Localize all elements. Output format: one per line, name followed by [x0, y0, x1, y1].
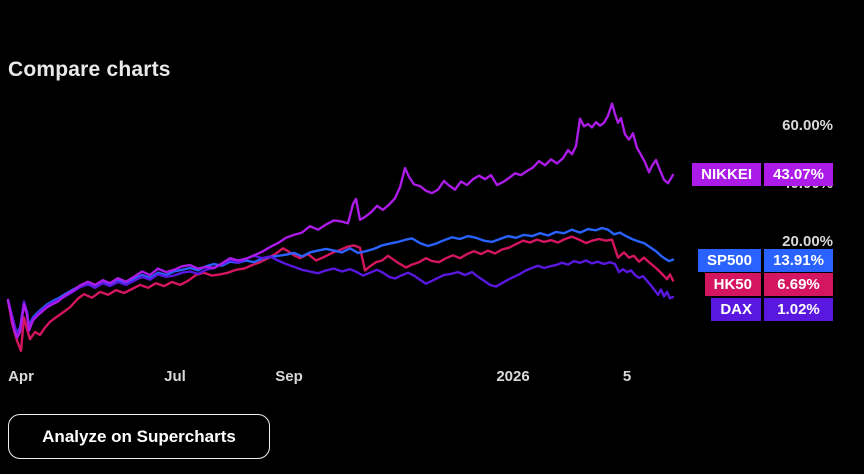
analyze-on-supercharts-button[interactable]: Analyze on Supercharts	[8, 414, 270, 459]
badge-value-label: 43.07%	[764, 163, 833, 186]
badge-symbol-label[interactable]: SP500	[697, 249, 761, 272]
badge-value-label: 1.02%	[764, 298, 833, 321]
comparison-line-chart[interactable]	[0, 0, 864, 400]
badge-sp500[interactable]: SP500 13.91%	[697, 249, 833, 272]
badge-value-label: 13.91%	[764, 249, 833, 272]
page-title: Compare charts	[8, 58, 171, 81]
x-tick-label-jul: Jul	[164, 368, 186, 385]
series-line-nikkei	[6, 102, 675, 339]
badge-hk50[interactable]: HK50 6.69%	[704, 273, 833, 296]
badge-nikkei[interactable]: NIKKEI 43.07%	[692, 163, 833, 186]
badge-dax[interactable]: DAX 1.02%	[711, 298, 833, 321]
x-tick-label-apr: Apr	[8, 368, 34, 385]
badge-symbol-label[interactable]: HK50	[704, 273, 761, 296]
badge-symbol-label[interactable]: NIKKEI	[692, 163, 761, 186]
x-tick-label-2026: 2026	[496, 368, 530, 385]
badge-symbol-label[interactable]: DAX	[711, 298, 761, 321]
x-tick-label-sep: Sep	[275, 368, 303, 385]
y-axis-label-60.00: 60.00%	[782, 117, 833, 134]
y-axis-label-20.00: 20.00%	[782, 233, 833, 250]
x-tick-label-5: 5	[622, 368, 632, 385]
series-line-dax	[6, 254, 675, 337]
badge-value-label: 6.69%	[764, 273, 833, 296]
series-line-hk50	[6, 235, 675, 352]
series-line-sp500	[6, 226, 675, 335]
